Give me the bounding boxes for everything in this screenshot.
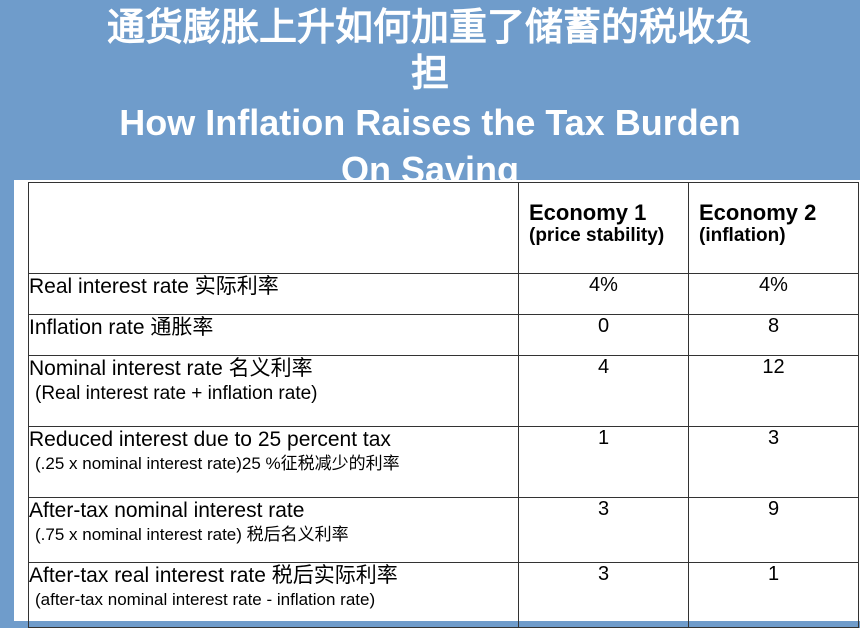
row-label: After-tax nominal interest rate — [29, 499, 305, 522]
table-row: Inflation rate 通胀率 0 8 — [28, 314, 859, 356]
row-label-cell: After-tax real interest rate 税后实际利率 (aft… — [28, 562, 519, 628]
row-label-cell: Reduced interest due to 25 percent tax (… — [28, 426, 519, 498]
row-label-cell: After-tax nominal interest rate (.75 x n… — [28, 497, 519, 563]
row-sublabel: (Real interest rate + inflation rate) — [35, 383, 318, 404]
row-label: After-tax real interest rate 税后实际利率 — [29, 564, 398, 587]
tax-burden-table: Economy 1 (price stability) Economy 2 (i… — [28, 182, 859, 628]
row-label: Real interest rate 实际利率 — [29, 275, 279, 298]
table-row: After-tax real interest rate 税后实际利率 (aft… — [28, 562, 859, 628]
economy-1-value: 3 — [518, 562, 689, 628]
economy-1-subtitle: (price stability) — [529, 225, 665, 246]
economy-1-name: Economy 1 — [529, 200, 647, 225]
title-english-line-1: How Inflation Raises the Tax Burden — [119, 102, 741, 143]
economy-1-value: 1 — [518, 426, 689, 498]
row-label-cell: Nominal interest rate 名义利率 (Real interes… — [28, 355, 519, 427]
slide-title: 通货膨胀上升如何加重了储蓄的税收负 担 How Inflation Raises… — [0, 0, 860, 182]
row-sublabel: (.75 x nominal interest rate) 税后名义利率 — [35, 525, 349, 544]
row-sublabel: (.25 x nominal interest rate)25 %征税减少的利率 — [35, 454, 400, 473]
table-panel: Economy 1 (price stability) Economy 2 (i… — [14, 180, 860, 628]
row-label: Reduced interest due to 25 percent tax — [29, 428, 391, 451]
economy-1-value: 3 — [518, 497, 689, 563]
table-header-row: Economy 1 (price stability) Economy 2 (i… — [28, 182, 859, 274]
economy-1-value: 4% — [518, 273, 689, 315]
header-economy-2: Economy 2 (inflation) — [688, 182, 859, 274]
economy-2-name: Economy 2 — [699, 200, 817, 225]
row-label: Nominal interest rate 名义利率 — [29, 357, 313, 380]
economy-1-value: 4 — [518, 355, 689, 427]
row-label: Inflation rate 通胀率 — [29, 316, 214, 339]
economy-2-value: 3 — [688, 426, 859, 498]
table-row: After-tax nominal interest rate (.75 x n… — [28, 497, 859, 563]
title-chinese-line-1: 通货膨胀上升如何加重了储蓄的税收负 — [106, 5, 753, 49]
header-economy-1: Economy 1 (price stability) — [518, 182, 689, 274]
economy-2-value: 1 — [688, 562, 859, 628]
title-chinese-line-2: 担 — [410, 51, 449, 95]
economy-2-value: 8 — [688, 314, 859, 356]
header-blank-cell — [28, 182, 519, 274]
row-label-cell: Inflation rate 通胀率 — [28, 314, 519, 356]
table-row: Reduced interest due to 25 percent tax (… — [28, 426, 859, 498]
economy-2-subtitle: (inflation) — [699, 225, 786, 246]
table-row: Real interest rate 实际利率 4% 4% — [28, 273, 859, 315]
title-english-line-2: On Saving — [340, 149, 520, 182]
economy-2-value: 4% — [688, 273, 859, 315]
row-label-cell: Real interest rate 实际利率 — [28, 273, 519, 315]
row-sublabel: (after-tax nominal interest rate - infla… — [35, 590, 376, 609]
economy-1-value: 0 — [518, 314, 689, 356]
economy-2-value: 9 — [688, 497, 859, 563]
economy-2-value: 12 — [688, 355, 859, 427]
table-row: Nominal interest rate 名义利率 (Real interes… — [28, 355, 859, 427]
